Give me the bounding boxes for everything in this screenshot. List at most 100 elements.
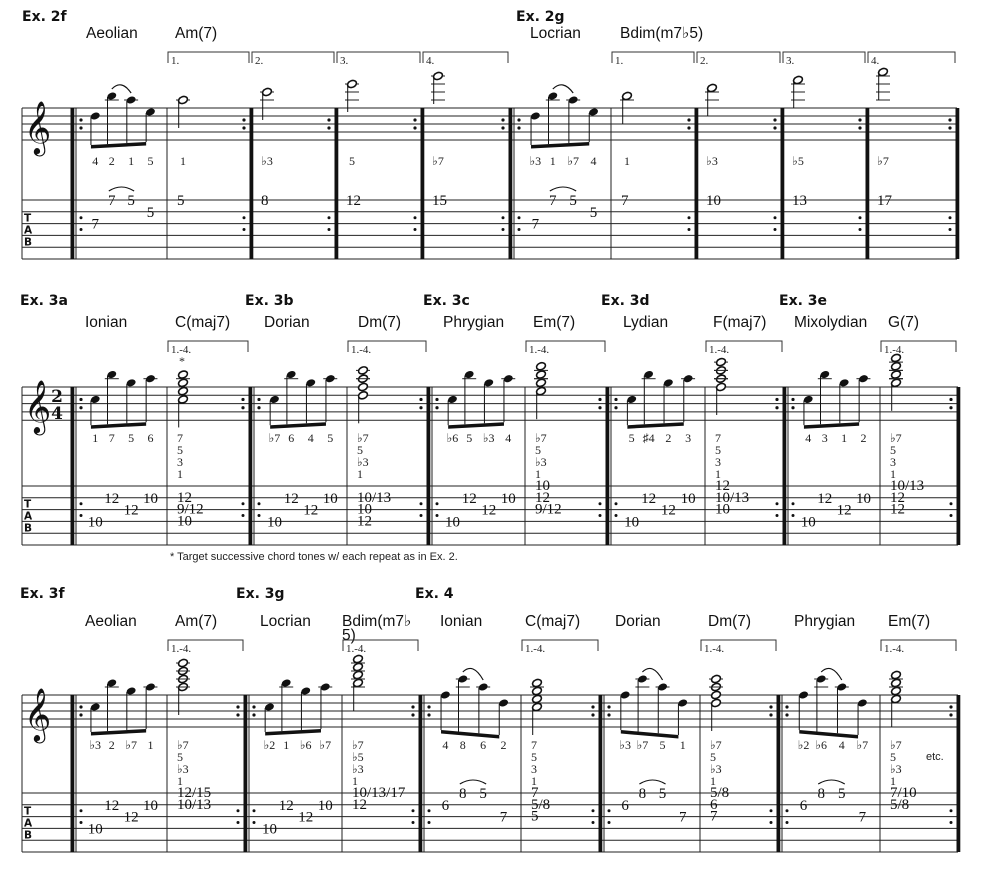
tab-fret-number: 7: [500, 810, 508, 826]
chord-symbol: Am(7): [175, 613, 217, 630]
tab-fret-number: 12: [890, 490, 905, 506]
chord-degree: 5: [890, 750, 896, 764]
chord-symbol: Bdim(m7♭5): [620, 25, 703, 42]
tab-fret-number: 12: [303, 503, 318, 519]
open-note-head: [352, 670, 364, 680]
scale-degree: ♯4: [643, 431, 655, 445]
thick-barline: [776, 695, 781, 852]
scale-degree: ♭7: [319, 738, 331, 752]
note-head: [90, 395, 100, 403]
open-note-head: [890, 670, 902, 680]
scale-degree: ♭2: [264, 738, 276, 752]
repeat-dot: [517, 228, 521, 231]
ending-bracket: [880, 340, 957, 352]
repeat-dot: [614, 406, 618, 410]
tab-fret-number: 10: [535, 478, 550, 494]
slur: [820, 667, 843, 681]
example-label: Ex. 3b: [245, 293, 294, 309]
tab-fret-number: 8: [261, 193, 269, 209]
repeat-dot: [242, 118, 246, 122]
thick-barline: [780, 108, 785, 259]
note-head: [107, 371, 117, 379]
ending-bracket: [880, 639, 957, 651]
chord-symbol: Bdim(m7♭: [342, 613, 411, 630]
tab-fret-number: 5/8: [710, 785, 729, 801]
repeat-dot: [252, 809, 256, 813]
chord-degree: 5: [890, 443, 896, 457]
mode-name: Lydian: [623, 314, 668, 331]
repeat-dot: [257, 397, 261, 402]
note-head: [799, 691, 809, 699]
ending-label: 1.-4.: [704, 643, 724, 655]
repeat-dot: [517, 126, 521, 130]
footnote-mark: *: [179, 354, 185, 368]
chord-degree: 5: [715, 443, 721, 457]
ending-label: 1.-4.: [709, 344, 729, 356]
repeat-dot: [411, 809, 415, 813]
ending-label: 1.: [171, 55, 180, 67]
repeat-dot: [236, 705, 240, 709]
tab-fret-number: 10: [88, 514, 103, 530]
repeat-dot: [687, 118, 691, 122]
repeat-dot: [419, 502, 423, 506]
repeat-dot: [79, 705, 83, 709]
chord-degree: ♭3: [710, 762, 722, 776]
tab-fret-number: 5: [479, 786, 487, 802]
repeat-dot: [501, 118, 505, 122]
repeat-dot: [769, 713, 773, 717]
repeat-dot: [948, 118, 952, 122]
repeat-dot: [687, 216, 691, 220]
scale-degree: 1: [128, 154, 134, 168]
tab-fret-number: 10: [681, 491, 696, 507]
tab-fret-number: 10: [501, 491, 516, 507]
scale-degree: ♭7: [567, 154, 579, 168]
slur: [641, 667, 664, 681]
example-label: Ex. 3a: [20, 293, 68, 309]
repeat-dot: [79, 821, 83, 824]
beam: [803, 422, 860, 429]
chord-degree: 5: [349, 154, 355, 168]
repeat-dot: [607, 713, 611, 717]
tab-fret-number: 5: [590, 205, 598, 221]
repeat-dot: [949, 406, 953, 410]
mode-name: Phrygian: [443, 314, 504, 331]
scale-degree: 4: [839, 738, 845, 752]
repeat-dot: [949, 397, 953, 402]
note-head: [145, 683, 155, 691]
repeat-dot: [591, 705, 595, 709]
repeat-dot: [785, 713, 789, 717]
note-head: [658, 683, 668, 691]
chord-symbol: Em(7): [533, 314, 575, 331]
tab-fret-number: 5/8: [890, 797, 909, 813]
note-head: [484, 379, 494, 387]
open-note-head: [890, 353, 902, 363]
chord-degree: ♭3: [706, 154, 718, 168]
chord-degree: 5: [535, 443, 541, 457]
scale-degree: ♭3: [483, 431, 495, 445]
note-head: [589, 108, 598, 116]
scale-degree: 5: [327, 431, 333, 445]
repeat-dot: [769, 821, 773, 824]
scale-degree: ♭7: [269, 431, 281, 445]
tab-fret-number: 12: [715, 478, 730, 494]
ending-bracket: [167, 340, 249, 352]
scale-degree: 1: [550, 154, 556, 168]
scale-degree: 2: [109, 738, 115, 752]
open-note-head: [177, 658, 189, 668]
repeat-dot: [327, 118, 331, 122]
mode-name: Ionian: [440, 613, 482, 630]
ending-bracket: [611, 51, 695, 63]
repeat-dot: [614, 502, 618, 506]
chord-degree: 1: [624, 154, 630, 168]
open-note-head: [535, 370, 547, 379]
footnote: * Target successive chord tones w/ each …: [170, 551, 458, 563]
open-note-head: [531, 686, 543, 696]
example-label: Ex. 3d: [601, 293, 650, 309]
tab-fret-number: 12: [837, 503, 852, 519]
repeat-dot: [614, 514, 618, 517]
open-note-head: [352, 662, 364, 672]
chord-symbol: C(maj7): [175, 314, 230, 331]
tab-fret-number: 7: [859, 810, 867, 826]
open-note-head: [357, 366, 369, 375]
note-head: [107, 679, 117, 687]
